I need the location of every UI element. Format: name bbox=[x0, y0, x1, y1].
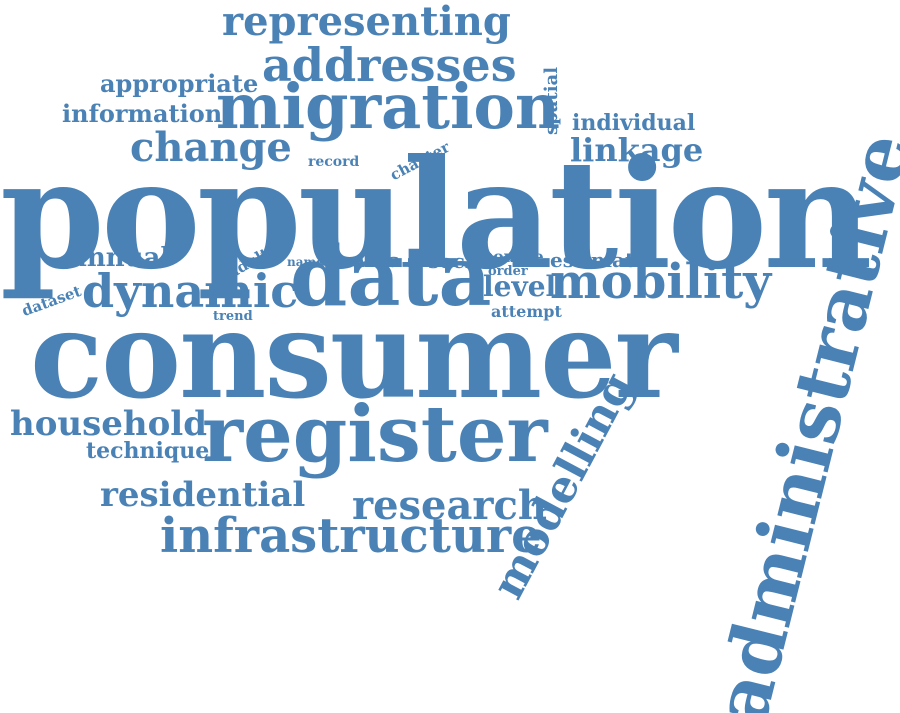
word-source: source bbox=[484, 247, 544, 266]
word-population: population bbox=[0, 127, 872, 303]
word-linkage: linkage bbox=[570, 131, 704, 169]
word-residential: residential bbox=[100, 475, 306, 515]
word-research: research bbox=[352, 482, 547, 529]
word-attempt: attempt bbox=[491, 302, 562, 321]
word-change: change bbox=[130, 124, 292, 171]
word-household: household bbox=[10, 404, 207, 444]
word-record: record bbox=[308, 154, 360, 170]
word-social: social bbox=[428, 249, 493, 273]
word-name: name bbox=[287, 255, 324, 269]
word-infrastructure: infrastructure bbox=[160, 508, 542, 564]
word-order: order bbox=[488, 264, 528, 279]
word-trend: trend bbox=[213, 309, 253, 324]
word-appropriate: appropriate bbox=[100, 69, 259, 98]
word-consumer: consumer bbox=[30, 285, 678, 426]
word-level: level bbox=[483, 270, 557, 303]
word-addresses: addresses bbox=[262, 38, 517, 92]
word-spatial: spatial bbox=[541, 66, 562, 135]
word-data: data bbox=[290, 229, 492, 325]
word-mobility: mobility bbox=[550, 254, 772, 310]
word-register: register bbox=[202, 389, 548, 480]
word-information: information bbox=[62, 99, 223, 128]
word-individual: individual bbox=[572, 110, 696, 136]
word-migration: migration bbox=[216, 70, 560, 143]
word-area: area bbox=[352, 248, 402, 272]
word-technique: technique bbox=[86, 438, 210, 464]
word-representing: representing bbox=[222, 0, 511, 45]
word-annual: annual bbox=[70, 243, 171, 273]
word-estimate: estimate bbox=[550, 248, 647, 272]
word-dynamic: dynamic bbox=[82, 264, 299, 318]
